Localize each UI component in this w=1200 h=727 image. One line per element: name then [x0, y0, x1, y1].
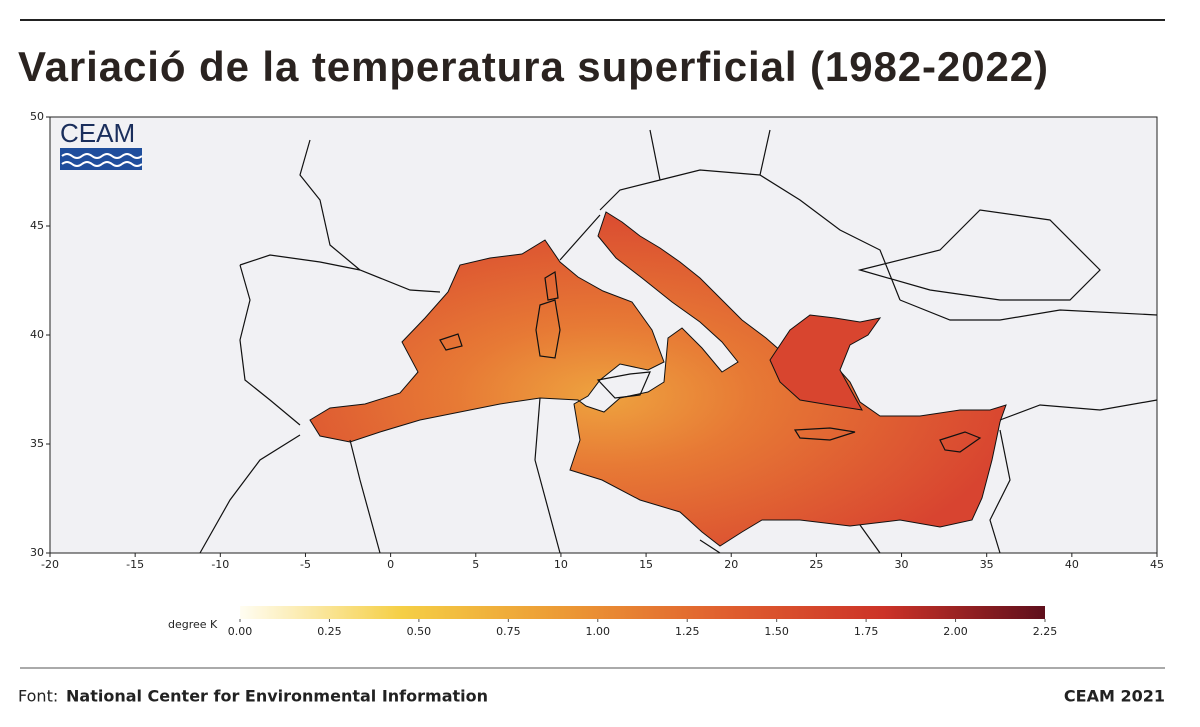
- colorbar-tick-label: 1.75: [854, 625, 879, 638]
- colorbar-tick-label: 2.00: [943, 625, 968, 638]
- colorbar-tick-label: 2.25: [1033, 625, 1058, 638]
- map: CEAM: [49, 116, 1158, 554]
- lat-tick-label: 40: [30, 328, 44, 341]
- credit: CEAM 2021: [1064, 687, 1165, 706]
- coast-atlantic: [199, 139, 441, 554]
- colorbar: [240, 606, 1045, 619]
- colorbar-tick-label: 1.50: [764, 625, 789, 638]
- colorbar-tick-label: 0.50: [407, 625, 432, 638]
- source-label: Font:: [18, 687, 58, 706]
- lon-tick-label: -15: [126, 558, 144, 571]
- colorbar-tick-label: 1.00: [586, 625, 611, 638]
- island-mallorca: [439, 333, 463, 351]
- lat-tick-label: 35: [30, 437, 44, 450]
- colorbar-tick-label: 0.00: [228, 625, 253, 638]
- lon-tick-label: 45: [1150, 558, 1164, 571]
- lat-tick-label: 30: [30, 546, 44, 559]
- island-sicily: [596, 371, 651, 399]
- lon-tick-label: 15: [639, 558, 653, 571]
- title: Variació de la temperatura superficial (…: [18, 43, 1048, 90]
- lon-tick-label: 35: [980, 558, 994, 571]
- logo-waves: [60, 148, 142, 170]
- lon-tick-label: 0: [387, 558, 394, 571]
- lon-tick-label: 40: [1065, 558, 1079, 571]
- land-borders: [349, 129, 1158, 554]
- island-cyprus: [939, 431, 982, 453]
- lon-tick-label: 20: [724, 558, 738, 571]
- source: National Center for Environmental Inform…: [66, 687, 488, 706]
- logo-wave-lines: [61, 153, 143, 167]
- island-sardinia: [535, 299, 561, 359]
- lon-tick-label: -5: [300, 558, 311, 571]
- lon-tick-label: -10: [211, 558, 229, 571]
- island-corsica: [544, 271, 559, 301]
- lon-tick-label: 10: [554, 558, 568, 571]
- lon-tick-label: -20: [41, 558, 59, 571]
- logo-text: CEAM: [60, 118, 135, 148]
- sea: [309, 211, 1007, 547]
- colorbar-tick-label: 0.75: [496, 625, 521, 638]
- aegean: [769, 314, 882, 411]
- lat-tick-label: 45: [30, 219, 44, 232]
- lat-tick-label: 50: [30, 110, 44, 123]
- colorbar-label: degree K: [168, 618, 218, 631]
- colorbar-tick-label: 1.25: [675, 625, 700, 638]
- lon-tick-label: 25: [809, 558, 823, 571]
- lon-tick-label: 30: [895, 558, 909, 571]
- colorbar-tick-label: 0.25: [317, 625, 342, 638]
- logo: CEAM: [60, 118, 143, 170]
- island-crete: [793, 427, 856, 441]
- lon-tick-label: 5: [472, 558, 479, 571]
